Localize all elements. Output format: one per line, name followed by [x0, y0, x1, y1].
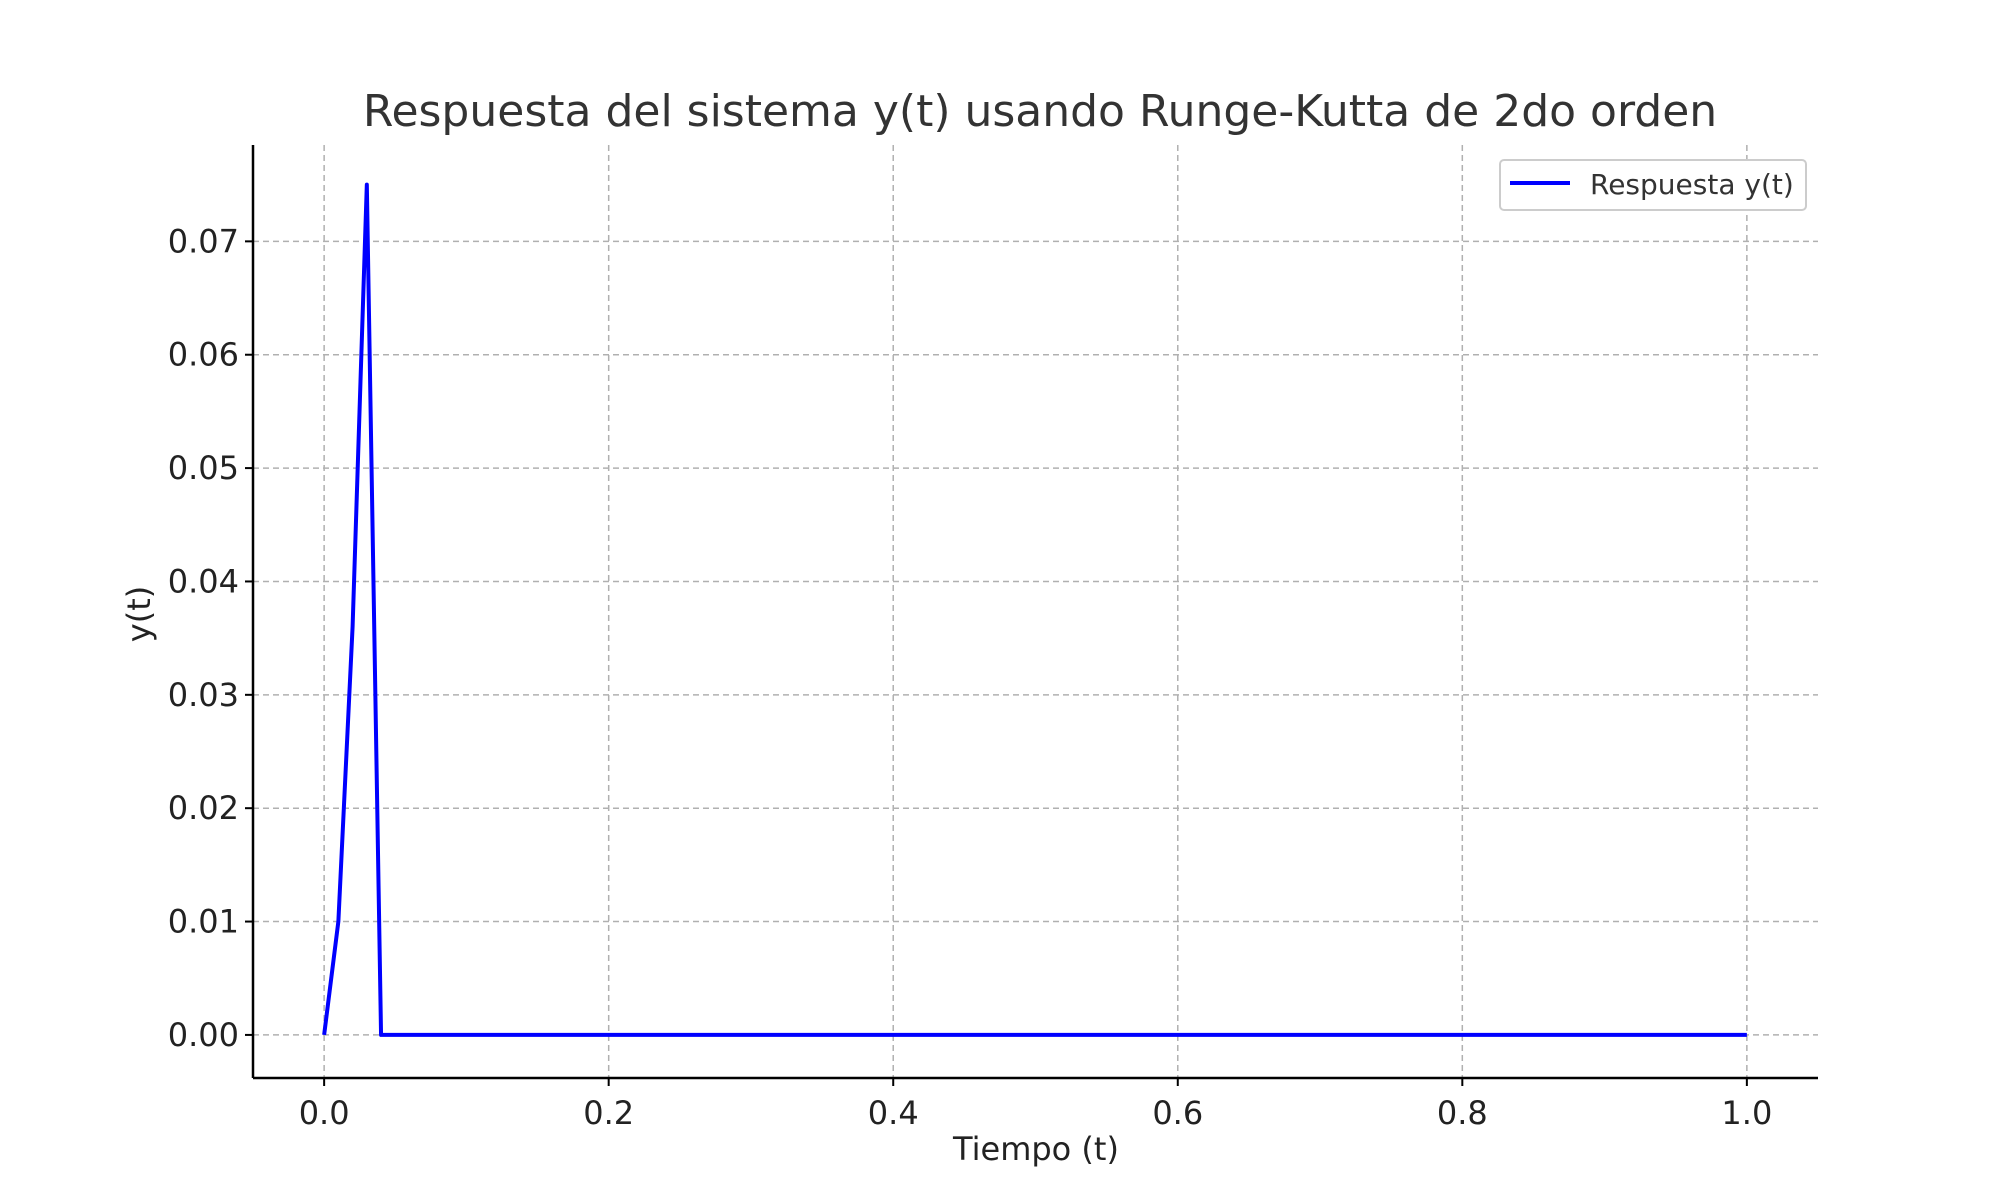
axes-layer — [251, 145, 1818, 1080]
y-tick-label: 0.04 — [168, 562, 239, 600]
chart-title: Respuesta del sistema y(t) usando Runge-… — [363, 86, 1717, 137]
ticks-layer: 0.0 0.2 0.4 0.6 0.8 1.0 0.00 0.01 0.02 0.03 0.04 0.… — [168, 222, 1773, 1132]
x-axis-label: Tiempo (t) — [952, 1130, 1119, 1168]
x-tick-label: 1.0 — [1721, 1094, 1772, 1132]
y-tick-label: 0.02 — [168, 789, 239, 827]
x-tick-label: 0.6 — [1152, 1094, 1203, 1132]
x-tick-label: 0.2 — [583, 1094, 634, 1132]
y-tick-label: 0.01 — [168, 903, 239, 941]
series-layer — [322, 182, 1747, 1037]
y-axis-label: y(t) — [120, 586, 158, 642]
grid-layer — [253, 145, 1818, 1078]
x-tick-label: 0.8 — [1437, 1094, 1488, 1132]
y-tick-label: 0.06 — [168, 336, 239, 374]
y-tick-label: 0.03 — [168, 676, 239, 714]
y-tick-label: 0.05 — [168, 449, 239, 487]
series-line — [322, 182, 1747, 1037]
x-tick-label: 0.0 — [299, 1094, 350, 1132]
legend-box — [1499, 159, 1807, 211]
legend-label: Respuesta y(t) — [1590, 168, 1794, 201]
y-tick-label: 0.07 — [168, 222, 239, 260]
legend: Respuesta y(t) — [1499, 159, 1807, 211]
x-tick-label: 0.4 — [868, 1094, 919, 1132]
y-tick-label: 0.00 — [168, 1016, 239, 1054]
